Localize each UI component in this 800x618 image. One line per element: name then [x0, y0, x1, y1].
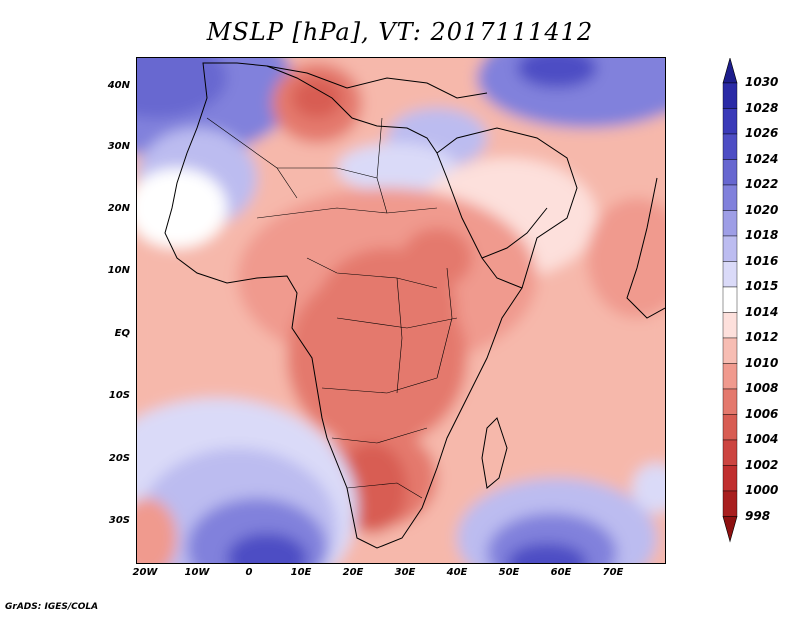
colorbar-swatch — [722, 414, 738, 441]
lat-label-20s: 20S — [108, 453, 130, 464]
colorbar-label: 1030 — [745, 75, 779, 89]
lon-label-10w: 10W — [184, 567, 210, 578]
lon-label-60e: 60E — [550, 567, 572, 578]
colorbar — [722, 58, 738, 543]
colorbar-swatch — [722, 184, 738, 211]
colorbar-label: 1014 — [745, 304, 779, 319]
colorbar-swatch — [722, 312, 738, 339]
colorbar-top-arrow — [722, 58, 738, 84]
lon-label-50e: 50E — [498, 567, 520, 578]
colorbar-swatch — [722, 388, 738, 415]
borders — [206, 117, 458, 499]
lat-label-eq: EQ — [114, 328, 130, 339]
chart-title: MSLP [hPa], VT: 2017111412 — [206, 18, 594, 46]
colorbar-label: 1000 — [745, 483, 779, 497]
colorbar-label: 1016 — [745, 253, 779, 268]
colorbar-label: 1015 — [745, 279, 779, 293]
colorbar-label: 1008 — [745, 381, 779, 395]
colorbar-swatch — [722, 439, 738, 466]
lon-label-30e: 30E — [394, 567, 416, 578]
lon-label-20w: 20W — [132, 567, 158, 578]
map-panel — [136, 57, 666, 564]
colorbar-label: 1006 — [745, 406, 779, 421]
high-northeast-core — [517, 58, 597, 88]
low-north-africa-core — [292, 78, 342, 118]
lon-label-10e: 10E — [290, 567, 312, 578]
low-southwest-corner — [137, 498, 177, 563]
colorbar-swatch — [722, 159, 738, 186]
colorbar-label: 1022 — [745, 177, 779, 191]
colorbar-label: 1002 — [745, 457, 779, 472]
high-egypt — [337, 143, 457, 193]
colorbar-swatch — [722, 337, 738, 364]
colorbar-swatch — [722, 286, 738, 313]
colorbar-swatch — [722, 235, 738, 262]
colorbar-swatch — [722, 261, 738, 288]
coastlines — [164, 62, 665, 549]
lon-label-40e: 40E — [446, 567, 468, 578]
lon-label-70e: 70E — [602, 567, 624, 578]
credit-text: GrADS: IGES/COLA — [5, 602, 99, 612]
colorbar-label: 1026 — [745, 126, 779, 140]
colorbar-label: 1018 — [745, 228, 779, 242]
colorbar-label: 1024 — [745, 151, 779, 166]
colorbar-swatch — [722, 133, 738, 160]
low-india — [587, 198, 665, 318]
colorbar-swatch — [722, 490, 738, 517]
colorbar-swatch — [722, 108, 738, 135]
lat-label-10n: 10N — [107, 265, 130, 276]
colorbar-label: 998 — [745, 508, 771, 523]
colorbar-bottom-arrow — [722, 516, 738, 543]
colorbar-label: 1020 — [745, 202, 779, 217]
colorbar-swatch — [722, 465, 738, 492]
lat-label-10s: 10S — [108, 390, 130, 401]
colorbar-swatch — [722, 82, 738, 109]
lon-label-20e: 20E — [342, 567, 364, 578]
colorbar-label: 1028 — [745, 100, 779, 115]
lat-label-20n: 20N — [107, 203, 130, 214]
colorbar-label: 1012 — [745, 330, 779, 344]
neutral-west-sahara — [137, 168, 227, 248]
high-indian-ocean-core — [507, 543, 587, 563]
high-south-atlantic-core — [227, 533, 307, 563]
lat-label-40n: 40N — [107, 80, 130, 91]
colorbar-swatch — [722, 210, 738, 237]
pressure-field — [137, 58, 665, 563]
high-east-edge — [632, 463, 665, 513]
lat-label-30n: 30N — [107, 141, 130, 152]
lat-label-30s: 30S — [108, 515, 130, 526]
colorbar-label: 1010 — [745, 355, 779, 370]
colorbar-label: 1004 — [745, 432, 779, 446]
lon-label-0: 0 — [245, 567, 253, 578]
low-ethiopia — [402, 228, 472, 288]
colorbar-swatch — [722, 363, 738, 390]
